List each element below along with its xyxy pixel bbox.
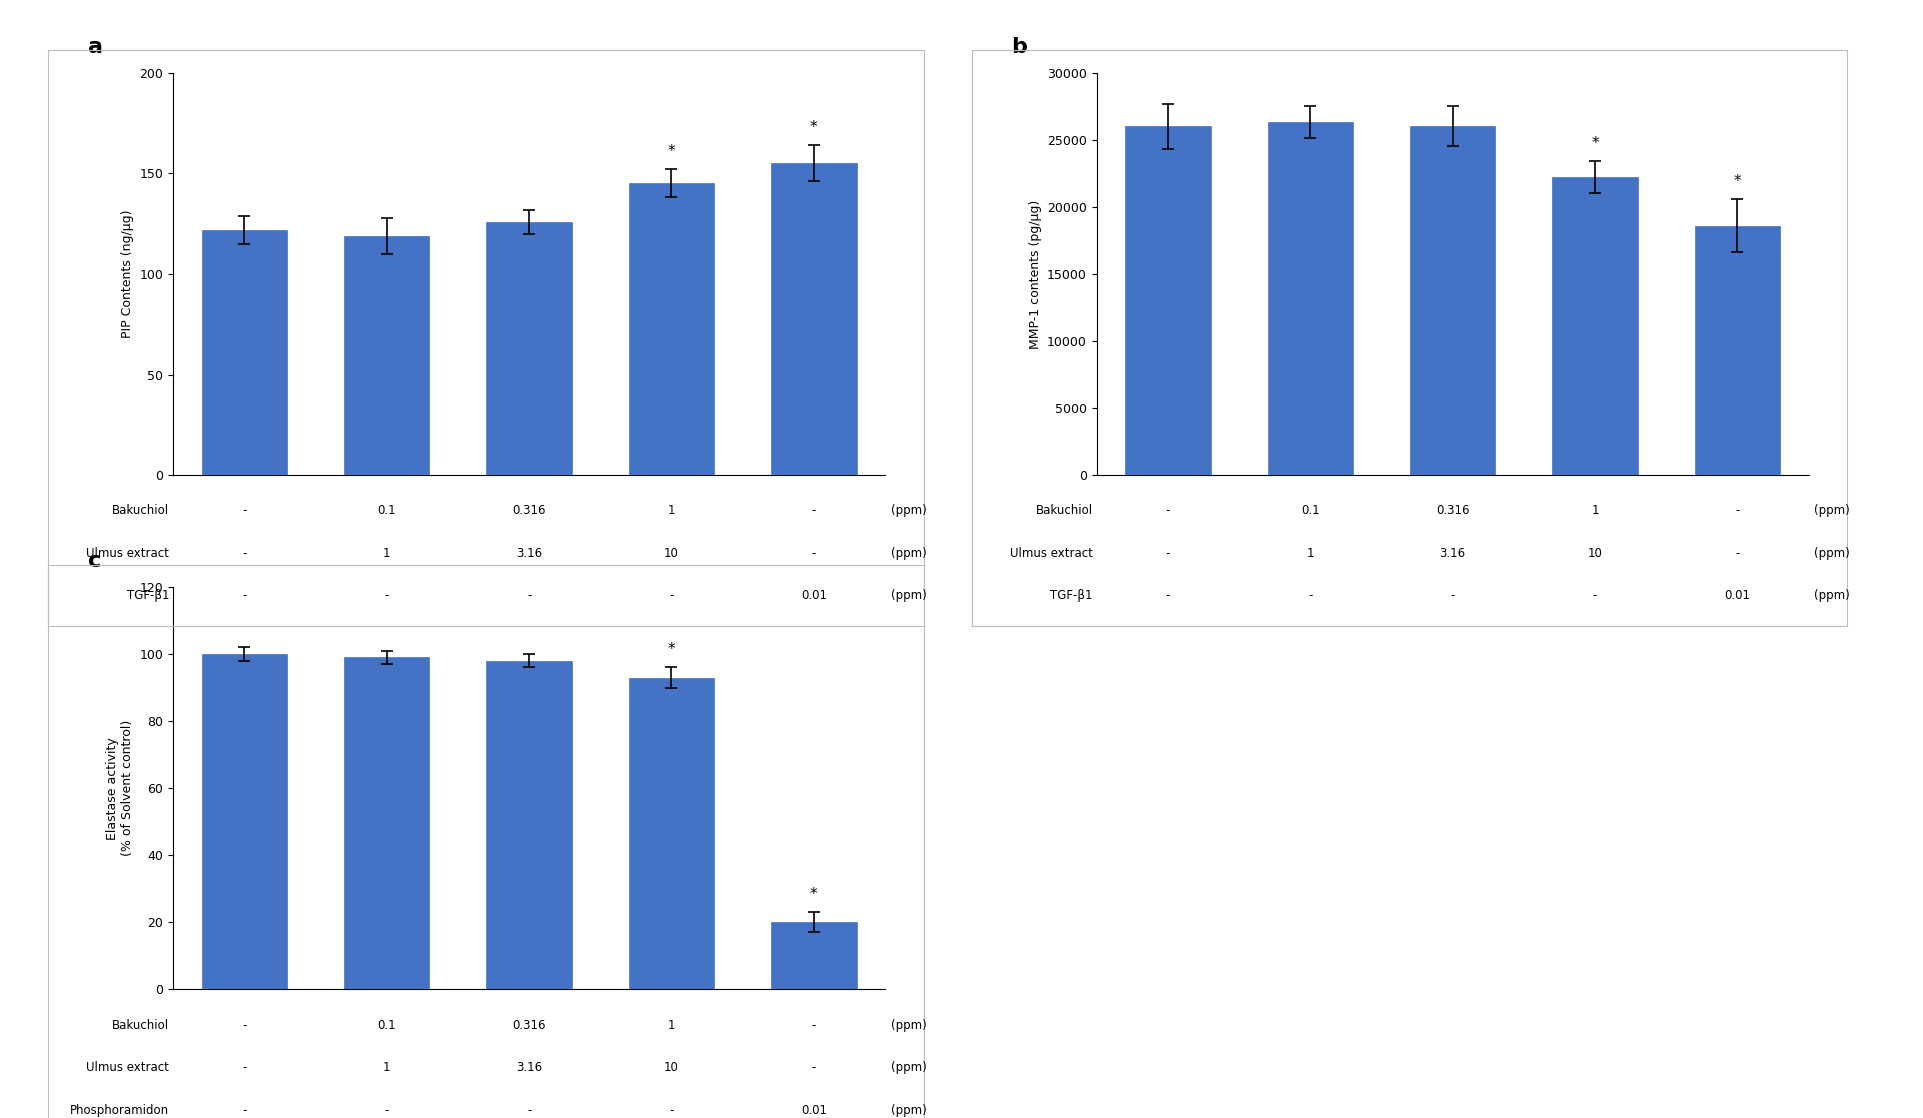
Text: (ppm): (ppm): [1813, 589, 1850, 603]
Text: Ulmus extract: Ulmus extract: [87, 1061, 169, 1074]
Bar: [1267, 122, 1352, 475]
Y-axis label: Elastase activity
(% of Solvent control): Elastase activity (% of Solvent control): [106, 720, 135, 856]
Text: 0.01: 0.01: [800, 1103, 827, 1117]
Text: c: c: [88, 551, 100, 571]
Text: 0.01: 0.01: [1723, 589, 1750, 603]
Text: *: *: [667, 144, 675, 159]
Text: -: -: [385, 1103, 388, 1117]
Text: 0.1: 0.1: [1300, 504, 1319, 518]
Text: *: *: [667, 643, 675, 657]
Bar: [771, 922, 856, 989]
Text: 3.16: 3.16: [1438, 547, 1465, 560]
Bar: [1694, 226, 1779, 475]
Bar: [344, 657, 429, 989]
Bar: [487, 661, 571, 989]
Text: TGF-β1: TGF-β1: [1050, 589, 1092, 603]
Text: -: -: [812, 504, 815, 518]
Bar: [1125, 126, 1210, 475]
Bar: [629, 678, 713, 989]
Text: -: -: [669, 589, 673, 603]
Text: -: -: [242, 589, 246, 603]
Bar: [202, 229, 287, 475]
Y-axis label: PIP Contents (ng/μg): PIP Contents (ng/μg): [121, 210, 135, 338]
Text: Phosphoramidon: Phosphoramidon: [69, 1103, 169, 1117]
Text: (ppm): (ppm): [890, 1018, 927, 1032]
Text: 1: 1: [667, 1018, 675, 1032]
Text: (ppm): (ppm): [1813, 547, 1850, 560]
Text: -: -: [527, 589, 531, 603]
Text: -: -: [1592, 589, 1596, 603]
Text: Bakuchiol: Bakuchiol: [1035, 504, 1092, 518]
Text: -: -: [1165, 589, 1169, 603]
Text: -: -: [242, 1061, 246, 1074]
Text: 1: 1: [1590, 504, 1598, 518]
Text: -: -: [1450, 589, 1454, 603]
Text: 0.1: 0.1: [377, 504, 396, 518]
Text: -: -: [1165, 504, 1169, 518]
Text: (ppm): (ppm): [890, 547, 927, 560]
Bar: [344, 236, 429, 475]
Text: -: -: [1165, 547, 1169, 560]
Text: (ppm): (ppm): [1813, 504, 1850, 518]
Text: (ppm): (ppm): [890, 589, 927, 603]
Text: 10: 10: [663, 547, 679, 560]
Text: Ulmus extract: Ulmus extract: [87, 547, 169, 560]
Text: -: -: [669, 1103, 673, 1117]
Text: 0.1: 0.1: [377, 1018, 396, 1032]
Text: -: -: [1735, 504, 1738, 518]
Text: -: -: [242, 504, 246, 518]
Text: -: -: [812, 547, 815, 560]
Text: Bakuchiol: Bakuchiol: [112, 504, 169, 518]
Text: (ppm): (ppm): [890, 504, 927, 518]
Bar: [1552, 178, 1636, 475]
Text: *: *: [1590, 136, 1598, 151]
Text: 1: 1: [1306, 547, 1313, 560]
Text: -: -: [527, 1103, 531, 1117]
Bar: [202, 654, 287, 989]
Text: -: -: [242, 1018, 246, 1032]
Text: -: -: [242, 1103, 246, 1117]
Text: 1: 1: [383, 1061, 390, 1074]
Bar: [629, 183, 713, 475]
Text: 3.16: 3.16: [515, 1061, 542, 1074]
Text: TGF-β1: TGF-β1: [127, 589, 169, 603]
Text: 0.316: 0.316: [512, 504, 546, 518]
Text: a: a: [88, 37, 102, 57]
Text: -: -: [1308, 589, 1311, 603]
Text: 3.16: 3.16: [515, 547, 542, 560]
Y-axis label: MMP-1 contents (pg/μg): MMP-1 contents (pg/μg): [1029, 199, 1040, 349]
Bar: [487, 221, 571, 475]
Text: 1: 1: [383, 547, 390, 560]
Text: *: *: [810, 120, 817, 135]
Text: -: -: [812, 1061, 815, 1074]
Text: (ppm): (ppm): [890, 1103, 927, 1117]
Bar: [771, 163, 856, 475]
Text: *: *: [1733, 173, 1740, 189]
Text: *: *: [810, 888, 817, 902]
Text: 0.01: 0.01: [800, 589, 827, 603]
Text: 10: 10: [1586, 547, 1602, 560]
Text: -: -: [812, 1018, 815, 1032]
Text: b: b: [1011, 37, 1027, 57]
Text: 1: 1: [667, 504, 675, 518]
Text: Bakuchiol: Bakuchiol: [112, 1018, 169, 1032]
Text: -: -: [385, 589, 388, 603]
Text: -: -: [242, 547, 246, 560]
Text: 0.316: 0.316: [1435, 504, 1469, 518]
Text: -: -: [1735, 547, 1738, 560]
Text: 10: 10: [663, 1061, 679, 1074]
Bar: [1410, 126, 1494, 475]
Text: 0.316: 0.316: [512, 1018, 546, 1032]
Text: (ppm): (ppm): [890, 1061, 927, 1074]
Text: Ulmus extract: Ulmus extract: [1010, 547, 1092, 560]
